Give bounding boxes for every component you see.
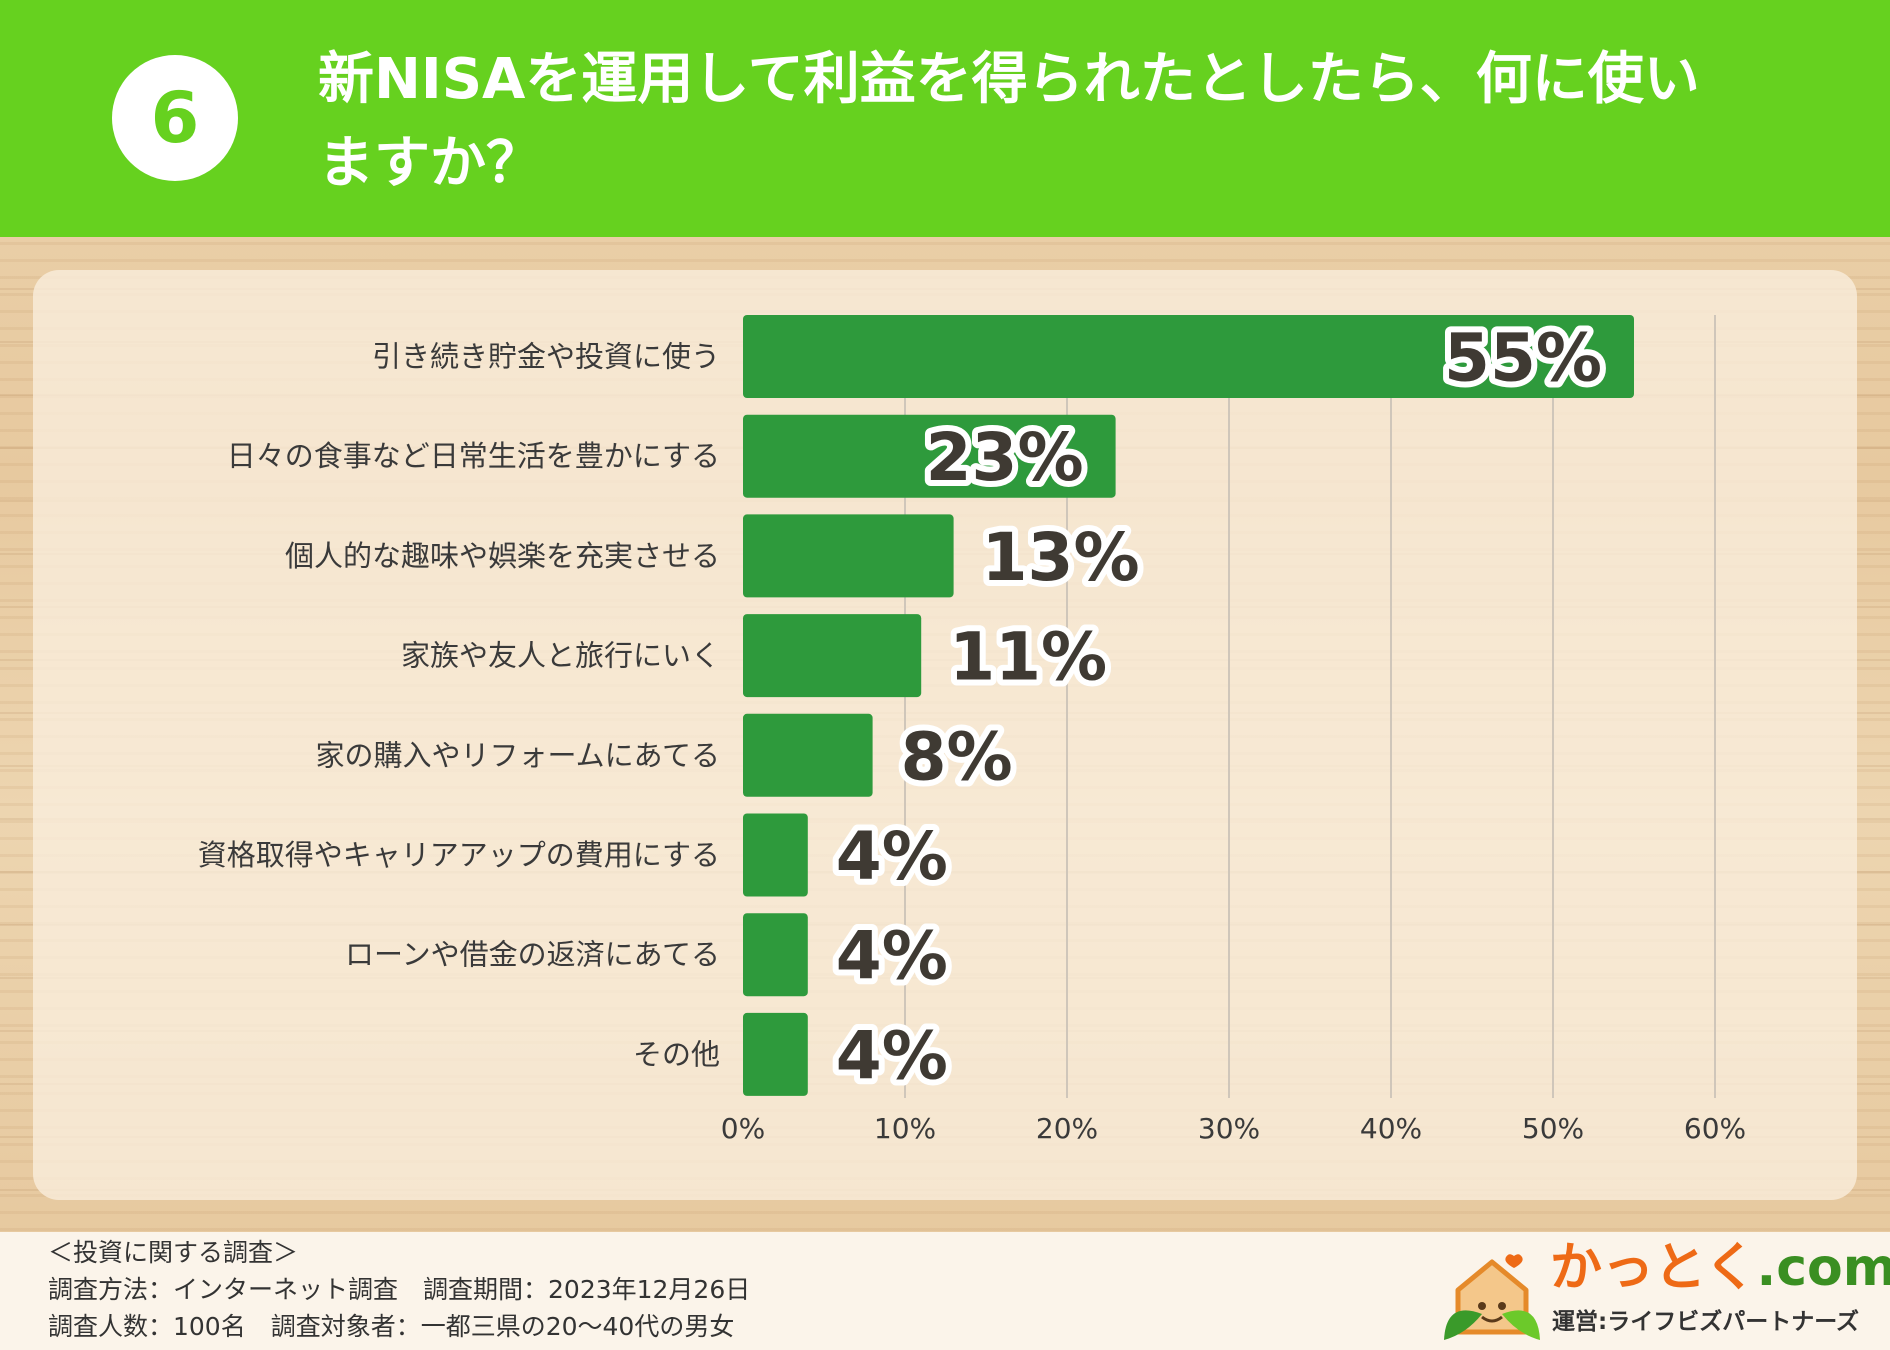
x-tick-label: 10% (874, 1112, 936, 1145)
survey-method: 調査方法：インターネット調査 調査期間：2023年12月26日 (48, 1275, 751, 1304)
value-label: 8% (901, 718, 1013, 795)
bar (743, 315, 1634, 398)
logo-name-suffix: .com (1756, 1238, 1890, 1298)
x-tick-label: 60% (1684, 1112, 1746, 1145)
logo-name-main: かっとく (1550, 1238, 1757, 1298)
bar (743, 414, 1116, 498)
x-tick-label: 50% (1522, 1112, 1584, 1145)
logo-name: かっとく.com (1550, 1238, 1890, 1298)
value-label: 23% (926, 419, 1084, 496)
footer: ＜投資に関する調査＞ 調査方法：インターネット調査 調査期間：2023年12月2… (0, 1232, 1890, 1350)
question-number-badge: 6 (112, 55, 238, 181)
x-tick-label: 0% (721, 1112, 765, 1145)
category-label: ローンや借金の返済にあてる (345, 938, 720, 972)
bar-chart: 0% 10% 20% 30% 40% 50% 60% 引き続き貯金や投資に使う 55% 日々の食事… (198, 314, 1746, 1146)
bar (743, 514, 954, 598)
logo-operator: 運営:ライフビズパートナーズ (1552, 1309, 1860, 1335)
bar (743, 913, 808, 997)
question-number: 6 (150, 77, 200, 159)
bar (743, 813, 808, 897)
site-logo[interactable]: かっとく.com 運営:ライフビズパートナーズ (1442, 1236, 1890, 1346)
category-label: その他 (633, 1037, 720, 1071)
page-title: 新NISAを運用して利益を得られたとしたら、何に使い ますか？ (318, 38, 1858, 206)
bar (743, 1012, 808, 1096)
value-label: 11% (949, 619, 1107, 696)
category-label: 個人的な趣味や娯楽を充実させる (285, 539, 720, 573)
x-tick-label: 30% (1198, 1112, 1260, 1145)
x-tick-label: 20% (1036, 1112, 1098, 1145)
value-label: 13% (982, 519, 1140, 596)
bar (743, 713, 873, 797)
header-banner: 6 新NISAを運用して利益を得られたとしたら、何に使い ますか？ (0, 0, 1890, 237)
value-label: 4% (836, 1017, 948, 1094)
value-label: 55% (1444, 320, 1602, 397)
title-line-1: 新NISAを運用して利益を得られたとしたら、何に使い (318, 47, 1700, 112)
survey-target: 調査人数：100名 調査対象者：一都三県の20〜40代の男女 (48, 1312, 735, 1341)
category-label: 家の購入やリフォームにあてる (315, 738, 720, 772)
house-leaf-icon (1444, 1254, 1540, 1340)
value-label: 4% (836, 818, 948, 895)
bar (743, 614, 922, 698)
value-label: 4% (836, 918, 948, 995)
category-label: 引き続き貯金や投資に使う (372, 340, 720, 374)
category-label: 日々の食事など日常生活を豊かにする (227, 439, 720, 473)
category-label: 家族や友人と旅行にいく (401, 639, 720, 673)
survey-info: ＜投資に関する調査＞ 調査方法：インターネット調査 調査期間：2023年12月2… (48, 1234, 750, 1345)
title-line-2: ますか？ (318, 131, 542, 196)
survey-title: ＜投資に関する調査＞ (48, 1238, 299, 1267)
x-tick-label: 40% (1360, 1112, 1422, 1145)
category-label: 資格取得やキャリアアップの費用にする (198, 838, 720, 872)
